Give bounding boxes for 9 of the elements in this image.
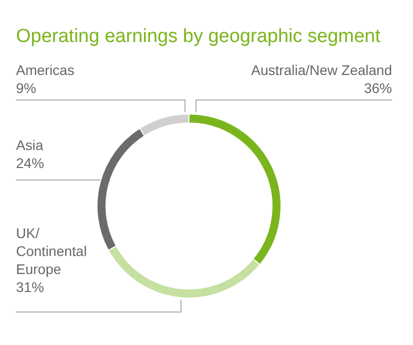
slice-label: UK/Continental Europe [16, 225, 87, 277]
data-label: 31% [16, 279, 44, 295]
data-label: 36% [364, 80, 392, 96]
slice-label: Americas [16, 62, 74, 78]
slice-label: Australia/New Zealand [251, 62, 392, 78]
data-label: 24% [16, 155, 44, 171]
data-label: 9% [16, 80, 36, 96]
slice-label: Asia [16, 137, 44, 153]
chart-title: Operating earnings by geographic segment [16, 26, 382, 47]
